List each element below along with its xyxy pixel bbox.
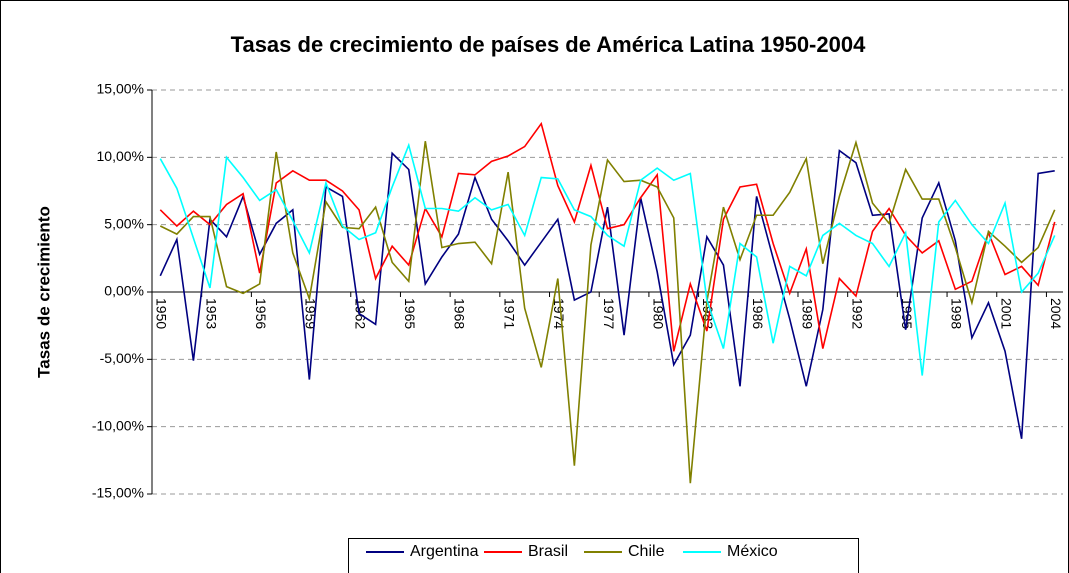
chart-title: Tasas de crecimiento de países de Améric… <box>231 32 866 57</box>
x-tick-label: 1971 <box>501 298 517 329</box>
legend-label: Chile <box>628 543 665 560</box>
y-axis-label: Tasas de crecimiento <box>34 206 53 378</box>
x-tick-label: 1956 <box>253 298 269 329</box>
legend-box <box>348 538 859 573</box>
x-tick-label: 1968 <box>452 298 468 329</box>
x-tick-label: 1953 <box>203 298 219 329</box>
y-tick-label: -5,00% <box>100 350 144 366</box>
x-tick-label: 2001 <box>998 298 1014 329</box>
y-tick-label: -15,00% <box>92 485 144 501</box>
x-tick-label: 1989 <box>800 298 816 329</box>
x-tick-label: 2004 <box>1048 298 1064 329</box>
series-line <box>159 139 1056 484</box>
x-tick-label: 1977 <box>601 298 617 329</box>
y-tick-label: 0,00% <box>104 283 144 299</box>
x-tick-label: 1974 <box>551 298 567 329</box>
legend-label: Brasil <box>528 543 568 560</box>
x-tick-label: 1998 <box>949 298 965 329</box>
legend-label: Argentina <box>410 543 479 560</box>
y-tick-label: 5,00% <box>104 215 144 231</box>
y-tick-label: 10,00% <box>97 148 144 164</box>
x-tick-label: 1965 <box>402 298 418 329</box>
x-tick-label: 1992 <box>849 298 865 329</box>
y-tick-label: 15,00% <box>97 81 144 97</box>
series-line <box>159 142 1056 376</box>
x-tick-label: 1986 <box>750 298 766 329</box>
legend-label: México <box>727 543 778 560</box>
y-tick-label: -10,00% <box>92 417 144 433</box>
x-tick-label: 1950 <box>154 298 170 329</box>
series-line <box>159 149 1055 439</box>
